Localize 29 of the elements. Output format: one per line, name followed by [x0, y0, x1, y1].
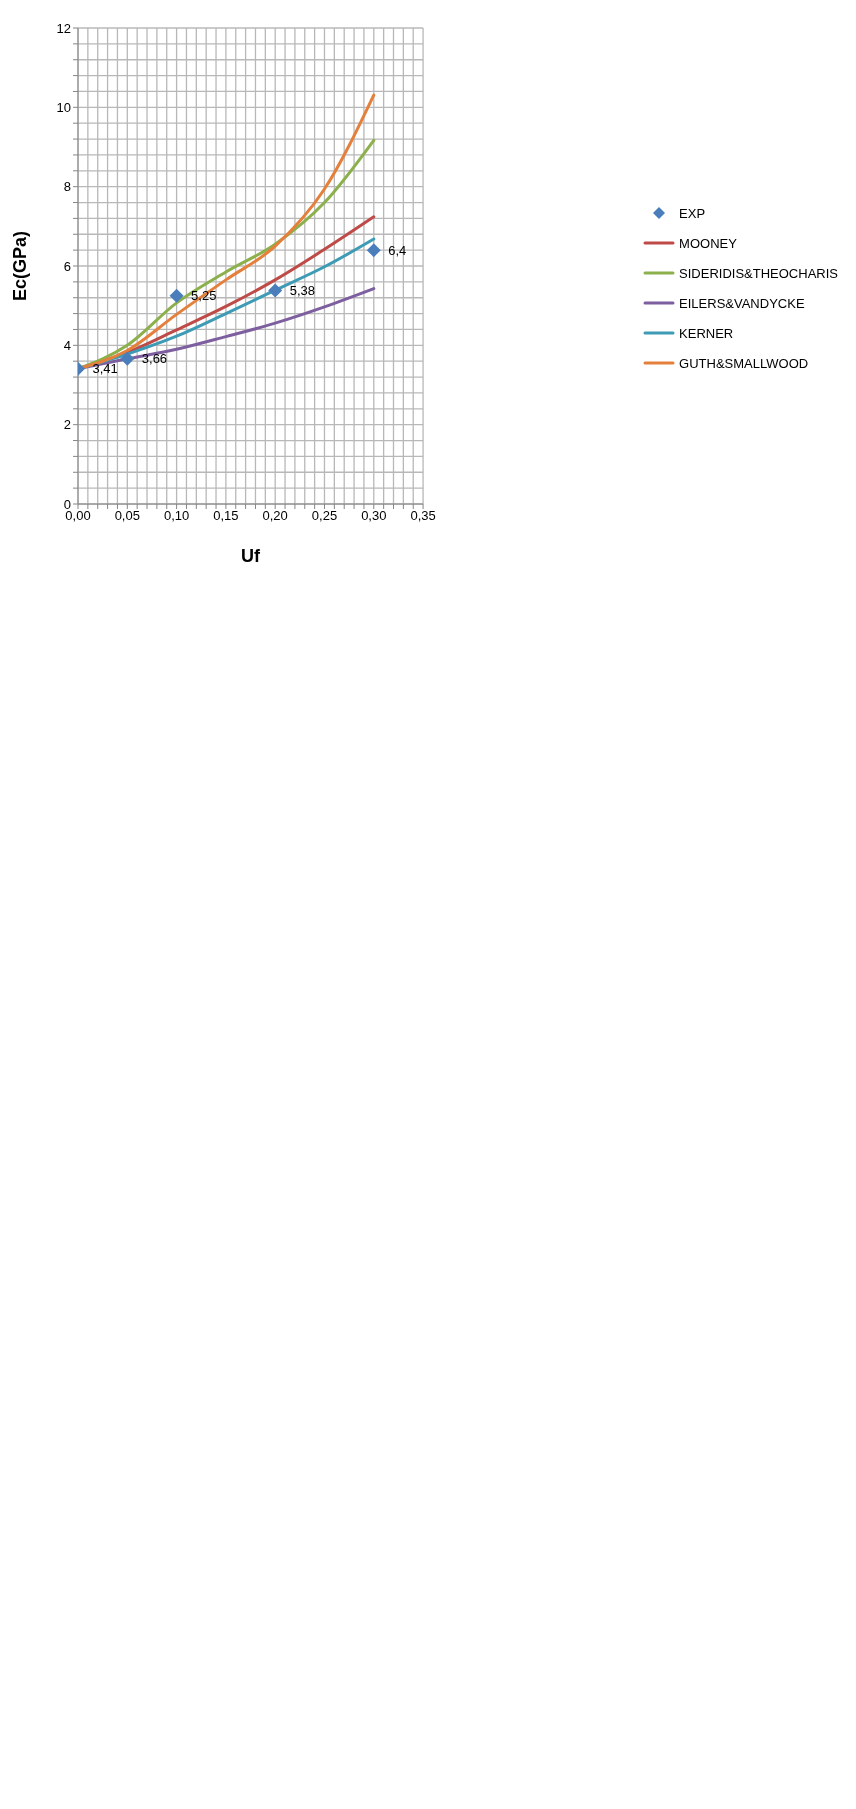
legend-label: EXP	[679, 205, 706, 221]
x-tick-label: 0,05	[114, 508, 140, 524]
x-tick-label: 0,20	[262, 508, 288, 524]
y-tick-label: 10	[56, 99, 71, 115]
x-axis-title: Uf	[241, 546, 262, 566]
x-tick-label: 0,10	[163, 508, 190, 524]
y-tick-label: 4	[63, 337, 71, 353]
x-tick-label: 0,25	[311, 508, 338, 524]
x-tick-label: 0,35	[410, 508, 436, 524]
x-tick-label: 0,15	[213, 508, 239, 524]
point	[268, 283, 283, 298]
data-label: 3,66	[141, 351, 168, 367]
y-axis-title: Ec(GPa)	[10, 230, 31, 302]
data-label: 3,41	[92, 361, 118, 377]
data-label: 5,38	[289, 283, 316, 299]
legend-label: KERNER	[679, 325, 734, 341]
y-tick-label: 2	[63, 417, 71, 433]
legend-label: SIDERIDIS&THEOCHARIS	[679, 265, 838, 281]
legend-label: EILERS&VANDYCKE	[679, 295, 805, 311]
y-tick-label: 12	[56, 20, 71, 36]
legend-label: MOONEY	[679, 235, 737, 251]
data-label: 6,4	[388, 242, 407, 258]
point	[169, 288, 184, 303]
point	[120, 351, 135, 366]
point	[366, 243, 381, 258]
y-tick-label: 6	[63, 258, 71, 274]
x-tick-label: 0,30	[361, 508, 387, 524]
y-tick-label: 8	[63, 179, 71, 195]
legend-label: GUTH&SMALLWOOD	[679, 355, 809, 371]
